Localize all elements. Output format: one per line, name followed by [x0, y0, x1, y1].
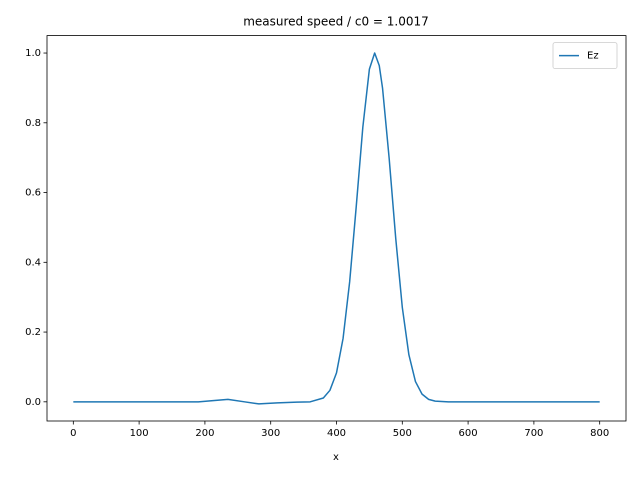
- x-axis-label: x: [333, 452, 339, 463]
- x-tick-label: 100: [130, 428, 149, 439]
- x-tick-label: 800: [590, 428, 609, 439]
- chart-title: measured speed / c0 = 1.0017: [243, 15, 429, 29]
- legend-label: Ez: [587, 51, 599, 62]
- y-tick-label: 0.0: [25, 397, 41, 408]
- x-tick-label: 400: [327, 428, 346, 439]
- y-tick-label: 1.0: [25, 48, 41, 59]
- y-tick-label: 0.2: [25, 327, 41, 338]
- axes-frame: [46, 35, 627, 422]
- y-tick-label: 0.8: [25, 118, 41, 129]
- legend-box: [552, 42, 618, 69]
- x-tick-label: 200: [195, 428, 214, 439]
- x-tick-label: 700: [524, 428, 543, 439]
- y-tick-label: 0.4: [25, 257, 41, 268]
- line: [73, 52, 600, 405]
- x-tick-label: 500: [393, 428, 412, 439]
- x-tick-label: 600: [459, 428, 478, 439]
- x-tick-label: 0: [70, 428, 76, 439]
- x-tick-label: 300: [261, 428, 280, 439]
- y-tick-label: 0.6: [25, 188, 41, 199]
